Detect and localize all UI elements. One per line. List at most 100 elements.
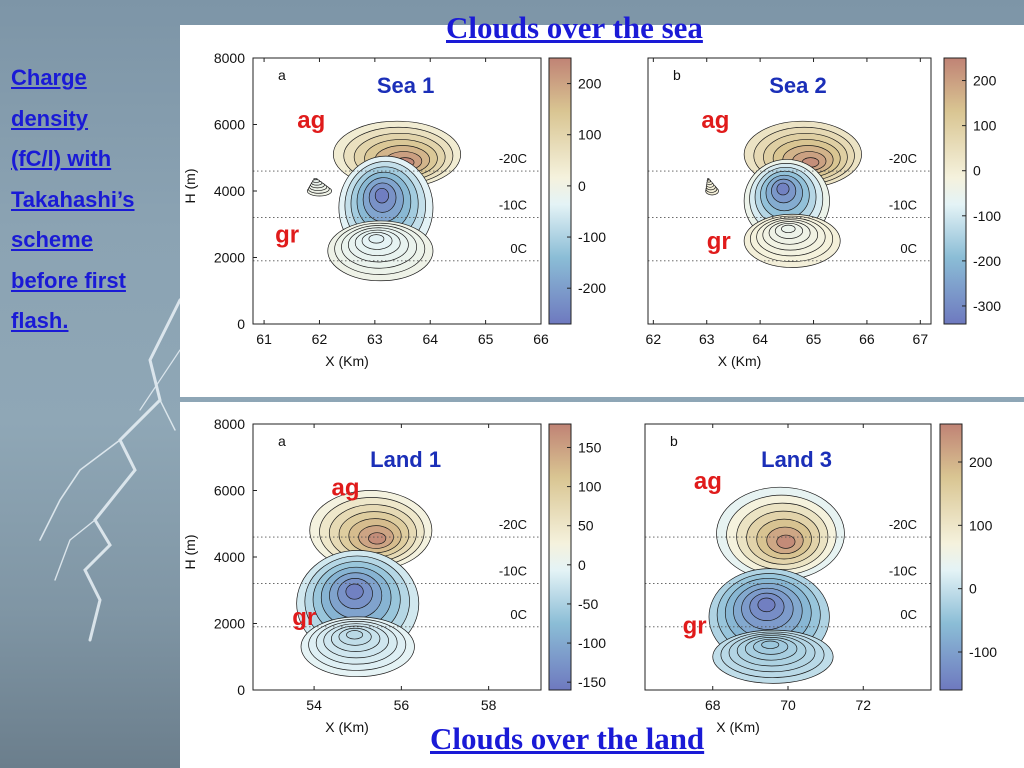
colorbar-tick-label: -50 [578,596,598,612]
isotherm-label: 0C [510,607,527,622]
y-tick-label: 2000 [214,616,245,632]
y-tick-label: 6000 [214,117,245,133]
hydrometeor-label-gr: gr [683,612,707,639]
negative-charge-contour [345,583,364,600]
x-axis-label: X (Km) [325,353,369,369]
x-tick-label: 68 [705,697,721,713]
negative-charge-contour [706,178,710,180]
chart-4: -20C -10C 0C 68 70 72 X (Km) b Land 3 ag gr -100 0 10… [644,423,997,735]
colorbar-tick-label: 50 [578,518,594,534]
plot-frame [647,57,932,325]
colorbar-tick-label: -100 [578,635,606,651]
isotherm-label: -10C [889,198,917,213]
panel-label: Sea 1 [377,73,435,98]
colorbar-tick-label: 100 [969,517,993,533]
x-tick-label: 67 [913,331,929,347]
plot-area [708,486,845,684]
colorbar [548,423,572,691]
colorbar-tick-label: 200 [973,73,997,89]
chart-2: -20C -10C 0C 62 63 64 65 66 67 X (Km) b Sea 2 ag gr -3… [646,57,1001,369]
negative-charge-contour [776,182,790,196]
isotherm-label: -10C [499,198,527,213]
colorbar-tick-label: -100 [969,644,997,660]
sidebar-title-link[interactable]: Charge density (fC/l) with Takahashi’s s… [11,65,135,333]
negative-charge-contour [346,630,364,640]
x-tick-label: 65 [478,331,494,347]
subplot-letter: a [278,67,286,83]
positive-charge-contour [368,532,387,545]
x-tick-label: 54 [306,697,322,713]
hydrometeor-label-gr: gr [275,222,299,249]
y-tick-label: 0 [237,316,245,332]
chart-3: -20C -10C 0C 54 56 58 0 2000 4000 6000 8000 X (Km) H… [182,416,606,735]
colorbar [943,57,967,325]
x-tick-label: 72 [855,697,871,713]
negative-charge-contour [706,179,712,183]
x-tick-label: 61 [256,331,272,347]
negative-charge-contour [761,640,780,649]
x-tick-label: 66 [533,331,549,347]
isotherm-label: -20C [499,151,527,166]
x-tick-label: 56 [394,697,410,713]
x-axis-label: X (Km) [716,719,760,735]
negative-charge-contour [374,187,390,204]
hydrometeor-label-ag: ag [297,107,325,134]
subplot-letter: b [670,433,678,449]
isotherm-label: -10C [499,564,527,579]
x-tick-label: 63 [699,331,715,347]
x-tick-label: 63 [367,331,383,347]
y-tick-label: 4000 [214,549,245,565]
isotherm-label: 0C [900,607,917,622]
negative-charge-contour [368,234,385,244]
y-tick-label: 0 [237,682,245,698]
heading-clouds-over-land-link[interactable]: Clouds over the land [428,721,707,757]
colorbar-tick-label: 150 [578,439,602,455]
isotherm-label: -20C [889,517,917,532]
x-tick-label: 64 [752,331,768,347]
x-tick-label: 70 [780,697,796,713]
panel-label: Land 1 [370,447,441,472]
isotherm-label: -20C [889,151,917,166]
x-tick-label: 65 [806,331,822,347]
colorbar-tick-label: -150 [578,674,606,690]
colorbar-tick-label: 100 [578,127,602,143]
y-tick-label: 8000 [214,416,245,432]
x-tick-label: 58 [481,697,497,713]
colorbar-tick-label: 200 [578,76,602,92]
colorbar-tick-label: -300 [973,298,1001,314]
negative-charge-contour [313,177,318,181]
top-figure-panel [180,25,1024,397]
x-tick-label: 66 [859,331,875,347]
hydrometeor-label-gr: gr [292,604,316,631]
colorbar-tick-label: 100 [973,118,997,134]
colorbar [939,423,963,691]
colorbar-tick-label: 100 [578,479,602,495]
x-tick-label: 62 [312,331,328,347]
negative-charge-contour [781,224,796,234]
colorbar-tick-label: -100 [578,229,606,245]
colorbar-tick-label: 0 [973,163,981,179]
colorbar [548,57,572,325]
subplot-letter: b [673,67,681,83]
hydrometeor-label-ag: ag [701,107,729,134]
heading-clouds-over-sea-link[interactable]: Clouds over the sea [446,10,703,45]
hydrometeor-label-gr: gr [707,228,731,255]
isotherm-label: -20C [499,517,527,532]
plot-area [306,120,462,282]
hydrometeor-label-ag: ag [332,474,360,501]
colorbar-tick-label: 0 [969,581,977,597]
y-axis-label: H (m) [182,535,198,570]
y-tick-label: 2000 [214,250,245,266]
y-tick-label: 6000 [214,483,245,499]
negative-charge-contour [757,597,776,613]
plot-area [296,490,433,678]
colorbar-tick-label: 0 [578,557,586,573]
panel-label: Sea 2 [769,73,827,98]
subplot-letter: a [278,433,286,449]
x-tick-label: 62 [646,331,662,347]
positive-charge-contour [776,534,796,549]
isotherm-label: -10C [889,564,917,579]
